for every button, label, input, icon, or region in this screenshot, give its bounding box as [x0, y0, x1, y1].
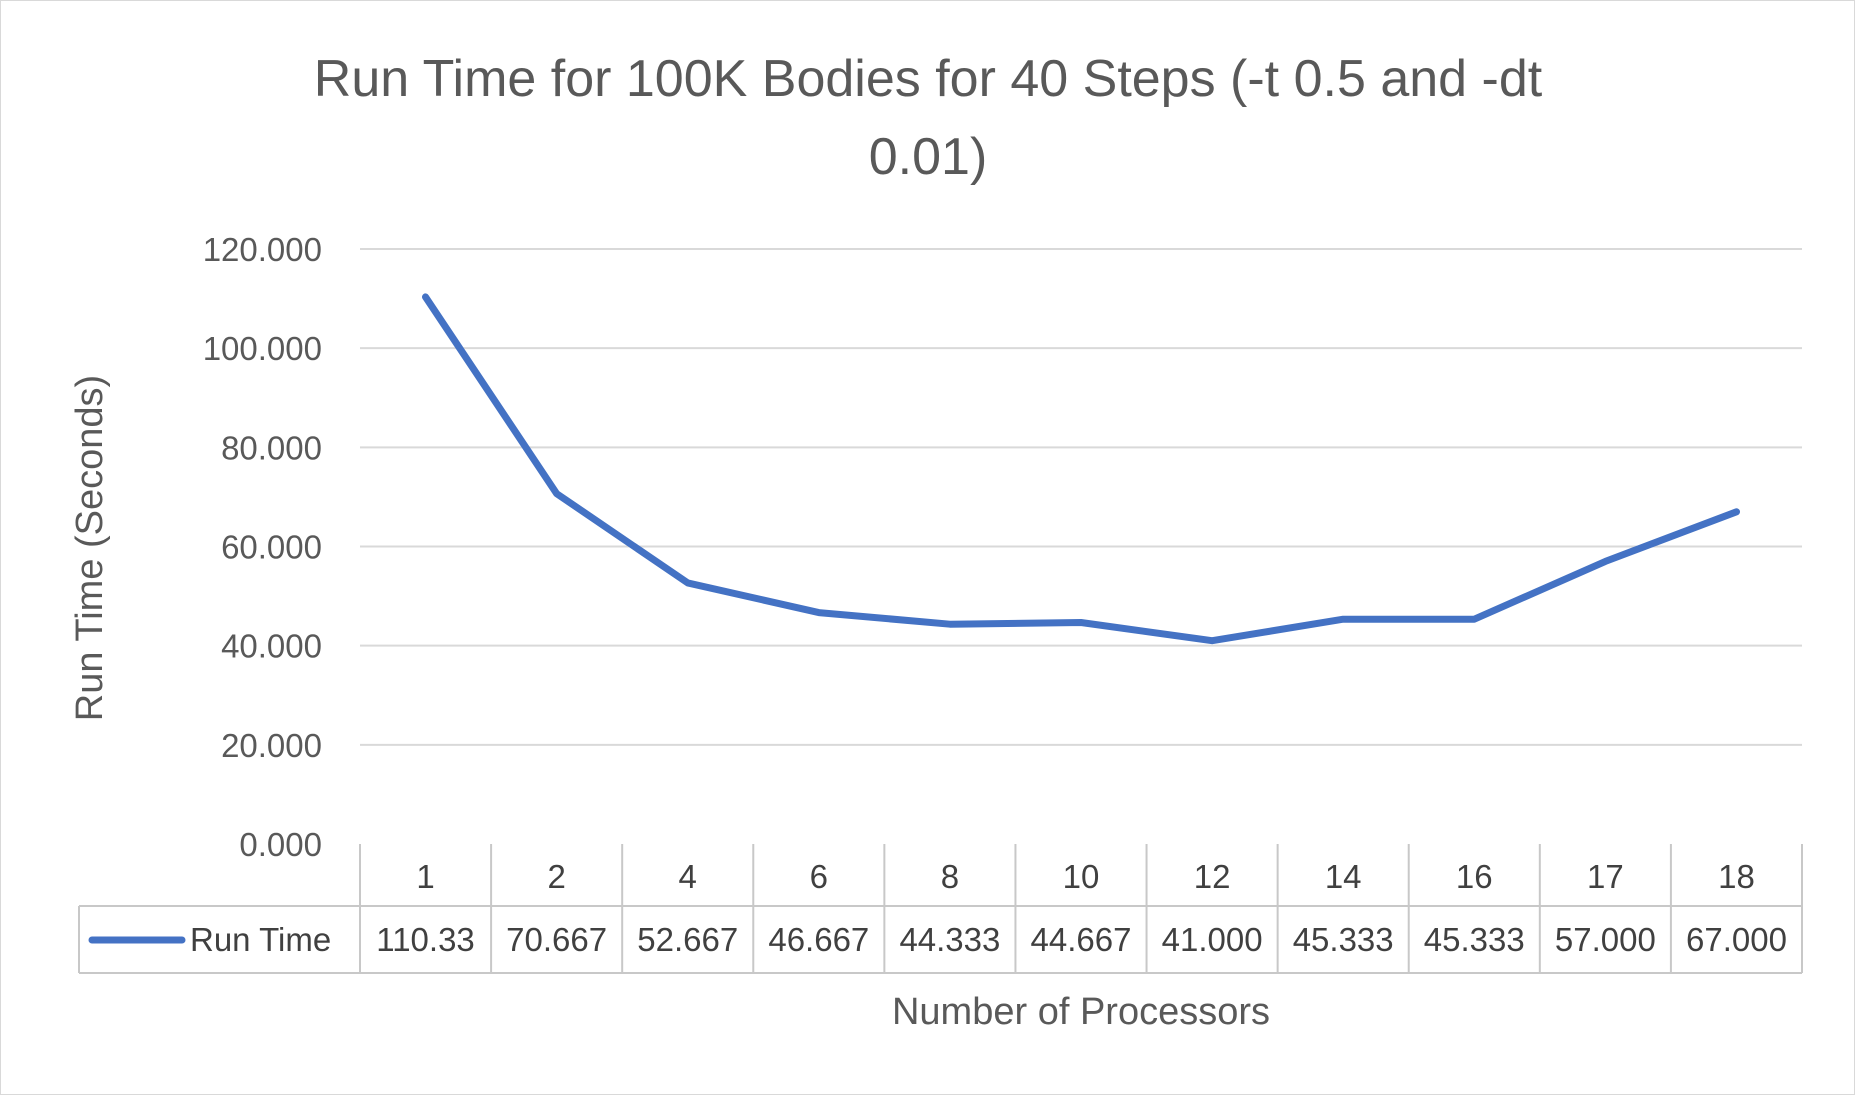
x-category-label: 6 [810, 858, 828, 895]
y-tick-label: 80.000 [221, 429, 322, 466]
table-value: 110.33 [376, 921, 474, 958]
x-category-label: 8 [941, 858, 959, 895]
table-value: 44.333 [899, 921, 1000, 958]
series-line [422, 293, 1740, 645]
y-tick-label: 60.000 [221, 529, 322, 566]
x-category-label: 10 [1063, 858, 1100, 895]
y-tick-label: 120.000 [203, 231, 322, 268]
y-axis-ticks: 0.000 20.000 40.000 60.000 80.000 100.000 120.… [203, 231, 322, 863]
y-tick-label: 40.000 [221, 628, 322, 665]
table-value: 57.000 [1555, 921, 1656, 958]
table-value: 70.667 [506, 921, 607, 958]
x-category-label: 17 [1587, 858, 1624, 895]
table-value: 45.333 [1293, 921, 1394, 958]
x-category-label: 12 [1194, 858, 1231, 895]
chart-title-line-2: 0.01) [869, 128, 988, 186]
table-value: 45.333 [1424, 921, 1525, 958]
x-category-label: 14 [1325, 858, 1362, 895]
table-value: 46.667 [768, 921, 869, 958]
table-value: 41.000 [1162, 921, 1263, 958]
x-category-label: 2 [547, 858, 565, 895]
x-category-label: 16 [1456, 858, 1493, 895]
x-category-label: 4 [679, 858, 697, 895]
table-value: 44.667 [1031, 921, 1132, 958]
gridlines [360, 248, 1802, 746]
x-category-label: 18 [1718, 858, 1755, 895]
legend-series-name: Run Time [190, 921, 331, 958]
x-axis-label: Number of Processors [892, 991, 1270, 1033]
chart-title-line-1: Run Time for 100K Bodies for 40 Steps (-… [314, 50, 1543, 108]
table-value: 52.667 [637, 921, 738, 958]
y-tick-label: 20.000 [221, 727, 322, 764]
x-category-label: 1 [416, 858, 434, 895]
y-tick-label: 0.000 [239, 826, 322, 863]
series-run-time [422, 293, 1740, 645]
table-value: 67.000 [1686, 921, 1787, 958]
y-tick-label: 100.000 [203, 330, 322, 367]
y-axis-label: Run Time (Seconds) [69, 375, 111, 721]
